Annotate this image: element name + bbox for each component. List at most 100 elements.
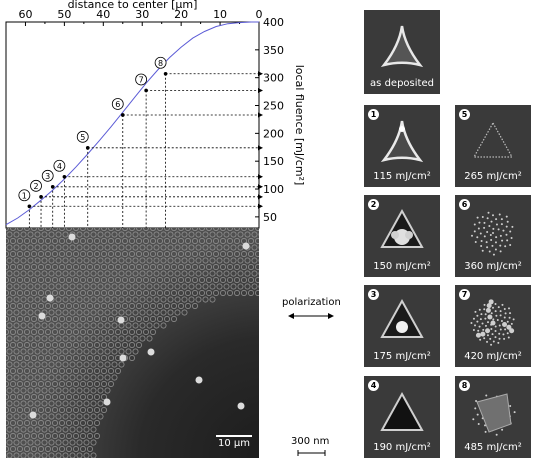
scalebar-nano-label: 300 nm <box>291 436 330 447</box>
marker-point <box>144 88 148 93</box>
marker-badge <box>154 56 167 69</box>
panel-fluence-label: 175 mJ/cm² <box>373 351 431 362</box>
panel-fluence-label: 115 mJ/cm² <box>373 171 431 182</box>
y-tick-label: 300 <box>263 72 284 85</box>
sem-triangle <box>380 298 424 338</box>
sem-panel-8: 8 485 mJ/cm² <box>455 376 531 458</box>
sem-triangle <box>380 120 424 163</box>
sem-triangle <box>380 391 424 431</box>
y-tick-label: 100 <box>263 183 284 196</box>
sem-panel-5: 5 265 mJ/cm² <box>455 105 531 187</box>
panel-fluence-label: 420 mJ/cm² <box>464 351 522 362</box>
scalebar-nano <box>297 450 326 456</box>
bright-particle <box>68 233 76 241</box>
polarization-label: polarization <box>282 297 341 308</box>
marker-arrow-icon <box>258 203 263 209</box>
marker-point <box>27 204 32 209</box>
panel-fluence-label: 150 mJ/cm² <box>373 261 431 272</box>
marker-arrow-icon <box>258 87 263 93</box>
sem-triangle <box>380 25 424 68</box>
marker-point <box>163 71 168 76</box>
marker-label: 5 <box>80 133 85 142</box>
sem-panel-6: 6 360 mJ/cm² <box>455 195 531 277</box>
sem-triangle <box>470 211 514 256</box>
panel-badge: 8 <box>459 380 470 391</box>
marker-badge <box>30 179 42 192</box>
y-axis-label: local fluence [mJ/cm²] <box>293 65 306 186</box>
x-axis-label: distance to center [µm] <box>68 0 198 11</box>
y-tick-label: 150 <box>263 155 284 168</box>
panel-fluence-label: as deposited <box>370 78 434 89</box>
x-tick-label: 10 <box>213 8 227 21</box>
scalebar-micro-label: 10 µm <box>218 438 251 449</box>
bright-particle <box>237 402 245 410</box>
panel-fluence-label: 360 mJ/cm² <box>464 261 522 272</box>
marker-point <box>39 195 43 199</box>
marker-badge <box>53 159 66 172</box>
marker-arrow-icon <box>258 145 263 151</box>
sem-panel-3: 3 175 mJ/cm² <box>364 285 440 367</box>
scalebar-micro <box>216 435 252 437</box>
sem-triangle <box>380 208 424 248</box>
marker-point <box>120 113 125 117</box>
sem-panel-4: 4 190 mJ/cm² <box>364 376 440 458</box>
marker-badge <box>18 189 31 202</box>
marker-arrow-icon <box>258 194 263 200</box>
nanoparticle-lattice <box>6 228 259 458</box>
fluence-curve <box>5 21 259 226</box>
panel-badge: 6 <box>459 199 470 210</box>
y-tick-label: 50 <box>263 211 277 224</box>
polarization-arrow-icon <box>288 313 334 319</box>
marker-label: 7 <box>139 75 144 84</box>
x-tick-label: 40 <box>96 8 110 21</box>
marker-badge <box>111 98 124 110</box>
bright-particle <box>119 354 127 362</box>
bright-particle <box>242 242 250 250</box>
array-background <box>6 228 259 458</box>
x-tick-label: 0 <box>256 8 263 21</box>
marker-arrow-icon <box>258 174 263 180</box>
marker-badge <box>76 130 89 143</box>
bright-particle <box>103 398 111 406</box>
array-pattern <box>6 228 259 458</box>
panel-badge: 4 <box>368 380 379 391</box>
marker-label: 4 <box>57 162 62 171</box>
panel-badge: 2 <box>368 199 379 210</box>
bright-particle <box>38 312 46 320</box>
sem-triangle <box>470 299 515 346</box>
bright-particle <box>195 376 203 384</box>
marker-arrow-icon <box>258 112 263 118</box>
marker-label: 8 <box>158 59 163 68</box>
sem-panel-1: 1 115 mJ/cm² <box>364 105 440 187</box>
panel-badge: 5 <box>459 109 470 120</box>
panel-fluence-label: 190 mJ/cm² <box>373 442 431 453</box>
panel-badge: 3 <box>368 289 379 300</box>
bright-particle <box>46 294 54 302</box>
sem-triangle <box>472 121 514 158</box>
y-tick-label: 400 <box>263 16 284 29</box>
x-tick-label: 30 <box>135 8 149 21</box>
x-tick-label: 50 <box>57 8 71 21</box>
marker-label: 2 <box>33 182 38 191</box>
sem-panel-deposited: as deposited <box>364 10 440 94</box>
marker-point <box>62 174 67 179</box>
y-tick-label: 350 <box>263 44 284 57</box>
panel-fluence-label: 265 mJ/cm² <box>464 171 522 182</box>
marker-badge <box>135 73 148 86</box>
marker-label: 6 <box>115 100 120 109</box>
panel-fluence-label: 485 mJ/cm² <box>464 442 522 453</box>
marker-point <box>50 185 55 189</box>
marker-badge <box>41 169 54 182</box>
bright-particle <box>117 316 125 324</box>
x-tick-label: 20 <box>174 8 188 21</box>
sem-panel-2: 2 150 mJ/cm² <box>364 195 440 277</box>
marker-arrow-icon <box>258 184 263 190</box>
panel-badge: 1 <box>368 109 379 120</box>
y-tick-label: 200 <box>263 127 284 140</box>
bright-particle <box>29 411 37 419</box>
marker-label: 3 <box>45 172 50 181</box>
sem-triangle <box>472 393 516 436</box>
marker-label: 1 <box>22 191 27 200</box>
marker-arrow-icon <box>258 71 263 77</box>
